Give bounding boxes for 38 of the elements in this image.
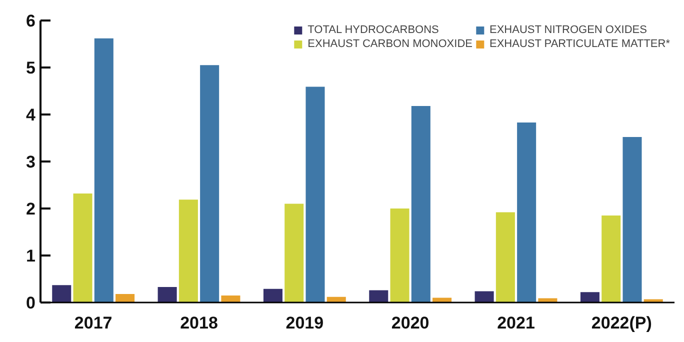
bar [369, 290, 388, 302]
y-tick-label: 5 [26, 58, 36, 78]
bar [158, 286, 177, 302]
bar [517, 122, 536, 302]
x-tick-label: 2017 [74, 314, 112, 332]
y-tick-label: 1 [26, 246, 36, 266]
bar [221, 295, 240, 302]
bar [622, 137, 642, 302]
bar [73, 193, 92, 302]
bar [178, 200, 198, 302]
x-tick-label: 2019 [286, 314, 324, 332]
bar [116, 294, 135, 302]
bar [200, 65, 220, 302]
bar [52, 285, 72, 302]
bar [644, 299, 663, 302]
x-tick-label: 2021 [497, 314, 535, 332]
bar [411, 106, 430, 302]
legend-label: EXHAUST PARTICULATE MATTER* [489, 38, 670, 50]
legend-label: EXHAUST NITROGEN OXIDES [489, 24, 647, 36]
bar [306, 86, 325, 302]
bar [602, 216, 621, 302]
bar [284, 204, 304, 302]
x-tick-label: 2022(P) [591, 314, 652, 332]
x-tick-label: 2020 [391, 314, 430, 332]
bar [580, 292, 600, 302]
y-tick-label: 0 [26, 294, 36, 312]
y-tick-label: 4 [26, 106, 36, 124]
bar [496, 212, 515, 302]
bar [390, 208, 410, 302]
bar [94, 38, 114, 302]
y-tick-label: 2 [26, 200, 36, 218]
legend-label: TOTAL HYDROCARBONS [308, 24, 439, 36]
bar [474, 291, 494, 302]
bar [263, 288, 282, 302]
x-tick-label: 2018 [180, 314, 218, 332]
y-tick-label: 3 [26, 152, 36, 172]
legend-label: EXHAUST CARBON MONOXIDE [308, 38, 472, 50]
y-tick-label: 6 [26, 12, 36, 30]
